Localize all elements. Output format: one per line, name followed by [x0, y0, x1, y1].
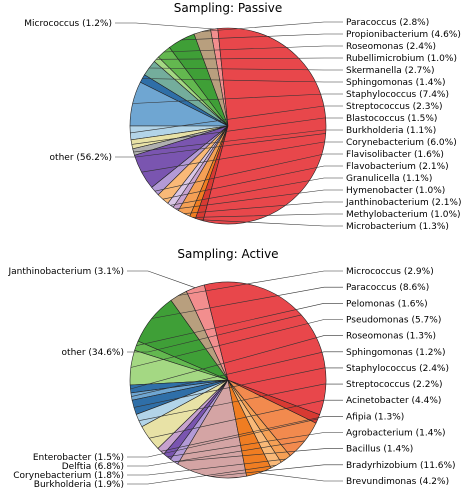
slice-label-staphylococcus: Staphylococcus (2.4%) [346, 364, 449, 374]
slice-label-paracoccus: Paracoccus (2.8%) [346, 18, 429, 28]
slice-label-flavisolibacter: Flavisolibacter (1.6%) [346, 150, 444, 160]
slice-label-roseomonas: Roseomonas (2.4%) [346, 42, 436, 52]
slice-label-streptococcus: Streptococcus (2.3%) [346, 102, 443, 112]
leader-line-staphylococcus [132, 93, 343, 104]
leader-line-flavobacterium [162, 165, 343, 200]
leader-line-granulicella [170, 177, 343, 206]
slice-label-bradyrhizobium: Bradyrhizobium (11.6%) [346, 461, 456, 471]
slice-label-other: other (56.2%) [50, 153, 112, 163]
slice-label-roseomonas: Roseomonas (1.3%) [346, 332, 436, 342]
slice-label-bacillus: Bacillus (1.4%) [346, 445, 413, 455]
pie-labels-passive: Micrococcus (1.2%) other (56.2%) Paracoccu… [24, 18, 461, 232]
leader-line-enterobacter [127, 418, 318, 458]
slice-label-staphylococcus: Staphylococcus (7.4%) [346, 90, 449, 100]
chart-title-passive: Sampling: Passive [174, 1, 282, 15]
leader-line-flavisolibacter [154, 153, 343, 192]
slice-label-micrococcus: Micrococcus (2.9%) [346, 267, 434, 277]
slice-label-corynebacterium: Corynebacterium (6.0%) [346, 138, 457, 148]
leader-line-blastococcus [131, 117, 343, 145]
slice-label-paracoccus: Paracoccus (8.6%) [346, 283, 429, 293]
leader-line-janthinobacterium [183, 201, 343, 214]
leader-line-micrococcus [115, 22, 215, 30]
slice-label-corynebacterium: Corynebacterium (1.8%) [13, 471, 124, 481]
leader-line-bacillus [174, 448, 343, 463]
slice-label-pelomonas: Pelomonas (1.6%) [346, 299, 428, 309]
leader-line-microbacterium [199, 219, 343, 227]
leader-line-brevundimonas [259, 472, 343, 482]
leader-line-burkholderia [127, 465, 277, 485]
leader-line-burkholderia [133, 129, 343, 153]
leader-line-afipia [160, 416, 343, 452]
leader-line-micrococcus [178, 270, 343, 296]
leader-line-delftia [127, 440, 305, 467]
leader-line-rubellimicrobium [156, 57, 343, 60]
slice-label-microbacterium: Microbacterium (1.3%) [346, 222, 449, 232]
slice-label-delftia: Delftia (6.8%) [62, 462, 124, 472]
leader-line-paracoccus [202, 21, 343, 32]
slice-label-hymenobacter: Hymenobacter (1.0%) [346, 186, 445, 196]
leader-line-sphingomonas [131, 351, 343, 397]
leader-line-other [115, 133, 326, 158]
leader-line-paracoccus [151, 286, 343, 319]
slice-label-afipia: Afipia (1.3%) [346, 412, 404, 422]
pie-labels-active: Janthinobacterium (3.1%) Burkholderia (1.… [8, 267, 456, 489]
slice-label-blastococcus: Blastococcus (1.5%) [346, 114, 437, 124]
slice-label-sphingomonas: Sphingomonas (1.2%) [346, 348, 445, 358]
leader-line-pseudomonas [130, 319, 343, 368]
leader-line-skermanella [148, 67, 343, 71]
slice-label-pseudomonas: Pseudomonas (5.7%) [346, 315, 441, 325]
slice-label-janthinobacterium: Janthinobacterium (2.1%) [345, 198, 461, 208]
leader-line-pelomonas [136, 302, 343, 346]
pie-leaders-passive [115, 21, 343, 227]
leader-line-streptococcus [130, 105, 343, 134]
slice-label-brevundimonas: Brevundimonas (4.2%) [346, 477, 449, 487]
chart-title-active: Sampling: Active [177, 247, 278, 261]
pie-chart-active: Sampling: Active Janthinobacterium (3.1%… [8, 247, 456, 489]
leader-line-other [127, 314, 302, 353]
slice-label-sphingomonas: Sphingomonas (1.4%) [346, 78, 445, 88]
slice-label-flavobacterium: Flavobacterium (2.1%) [346, 162, 449, 172]
slice-label-micrococcus: Micrococcus (1.2%) [24, 19, 112, 29]
slice-label-burkholderia: Burkholderia (1.1%) [346, 126, 436, 136]
pie-chart-passive: Sampling: Passive Micrococcus (1.2%) othe… [24, 1, 461, 232]
slice-label-other: other (34.6%) [62, 348, 124, 358]
slice-label-streptococcus: Streptococcus (2.2%) [346, 380, 443, 390]
leader-line-bradyrhizobium [210, 464, 343, 477]
slice-label-burkholderia: Burkholderia (1.9%) [34, 480, 124, 489]
leader-line-streptococcus [138, 383, 343, 421]
slice-label-methylobacterium: Methylobacterium (1.0%) [346, 210, 461, 220]
leader-line-janthinobacterium [127, 270, 196, 288]
leader-line-staphylococcus [133, 367, 343, 408]
pie-leaders-active [127, 270, 343, 485]
leader-line-methylobacterium [192, 213, 343, 218]
pie-slice-other [203, 281, 327, 416]
leader-line-agrobacterium [167, 432, 343, 458]
pie-slices-active [129, 281, 327, 479]
slice-label-propionibacterium: Propionibacterium (4.6%) [346, 30, 461, 40]
pie-slices-passive [129, 27, 327, 225]
slice-label-janthinobacterium: Janthinobacterium (3.1%) [8, 267, 124, 277]
leader-line-corynebacterium [141, 141, 343, 173]
slice-label-granulicella: Granulicella (1.1%) [346, 174, 432, 184]
slice-label-acinetobacter: Acinetobacter (4.4%) [346, 396, 441, 406]
slice-label-agrobacterium: Agrobacterium (1.4%) [346, 429, 446, 439]
leader-line-hymenobacter [175, 189, 343, 210]
leader-line-acinetobacter [149, 399, 343, 439]
slice-label-rubellimicrobium: Rubellimicrobium (1.0%) [346, 54, 457, 64]
leader-line-propionibacterium [181, 33, 343, 41]
leader-line-sphingomonas [142, 78, 343, 83]
slice-label-enterobacter: Enterobacter (1.5%) [33, 453, 124, 463]
leader-line-roseomonas [130, 335, 343, 390]
slice-label-skermanella: Skermanella (2.7%) [346, 66, 434, 76]
leader-line-roseomonas [163, 45, 343, 53]
leader-line-corynebacterium [127, 458, 286, 476]
